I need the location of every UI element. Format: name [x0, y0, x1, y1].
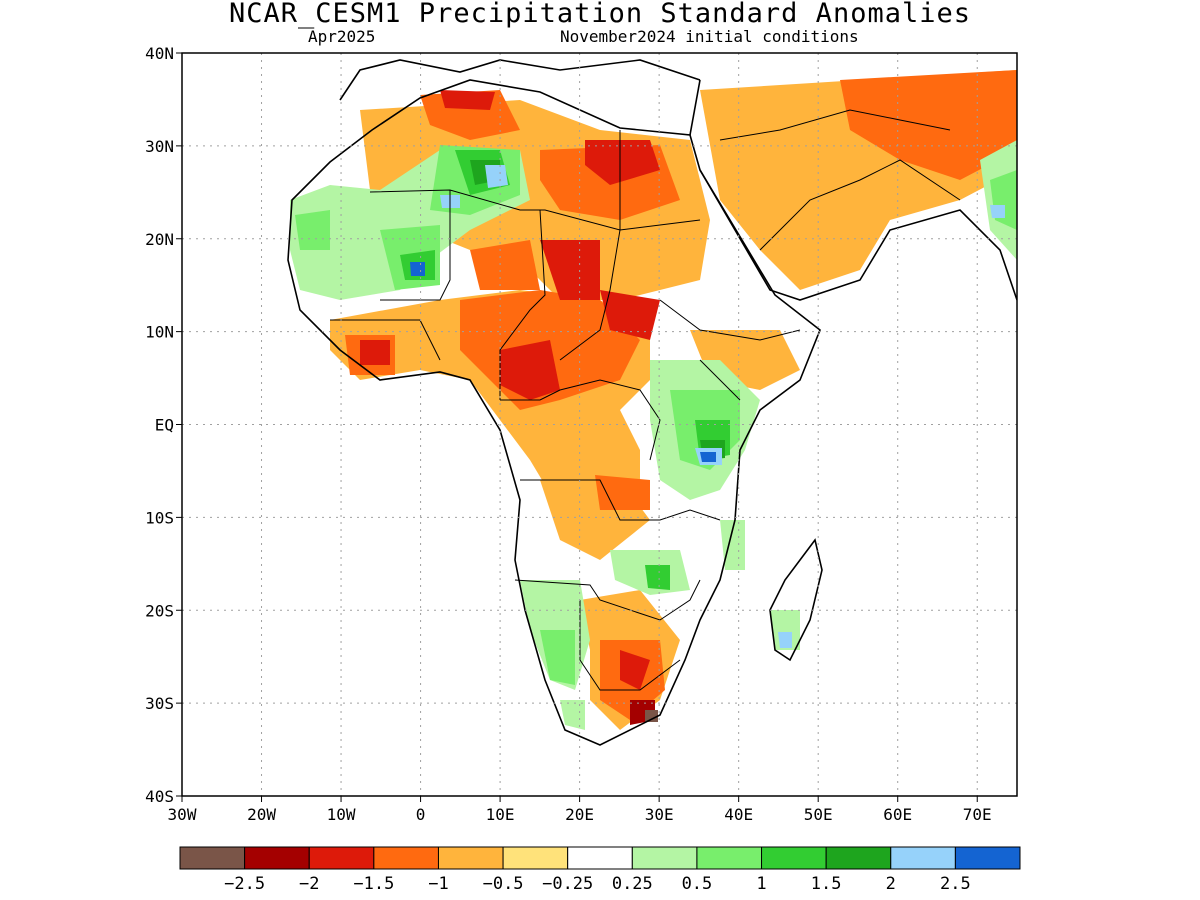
lon-tick-label: 20E	[565, 805, 594, 824]
colorbar-label: 1.5	[811, 874, 842, 894]
latitude-axis: 40N 30N 20N 10N EQ 10S 20S 30S 40S	[145, 44, 182, 806]
anomaly-colorbar: −2.5 −2 −1.5 −1 −0.5 −0.25 0.25 0.5 1 1.5 2 2.5	[179, 846, 1021, 894]
colorbar-swatch	[179, 846, 246, 870]
colorbar-swatch	[244, 846, 310, 870]
colorbar-swatch	[890, 846, 956, 870]
lat-tick-label: 40N	[145, 44, 174, 63]
lat-tick-label: 10N	[145, 323, 174, 342]
lon-tick-label: 10W	[327, 805, 356, 824]
lon-tick-label: 70E	[963, 805, 992, 824]
map-title: NCAR_CESM1 Precipitation Standard Anomal…	[229, 0, 971, 29]
colorbar-swatch	[567, 846, 633, 870]
lon-tick-label: 30W	[168, 805, 197, 824]
lat-tick-label: 30S	[145, 694, 174, 713]
lat-tick-label: 30N	[145, 137, 174, 156]
colorbar-label: 0.25	[612, 874, 653, 894]
colorbar-swatch	[696, 846, 763, 870]
lon-tick-label: 20W	[247, 805, 276, 824]
lat-tick-label: EQ	[155, 416, 174, 435]
lon-tick-label: 60E	[883, 805, 912, 824]
country-borders	[330, 109, 961, 691]
lat-tick-label: 40S	[145, 787, 174, 806]
colorbar-label: −0.25	[542, 874, 593, 894]
colorbar-label: 2.5	[940, 874, 971, 894]
colorbar-swatch	[308, 846, 375, 870]
colorbar-swatch	[954, 846, 1021, 870]
lat-tick-label: 20S	[145, 601, 174, 620]
colorbar-swatch	[825, 846, 892, 870]
colorbar-label: −2.5	[224, 874, 265, 894]
gridlines	[182, 53, 1017, 796]
colorbar-swatch	[437, 846, 504, 870]
colorbar-label: 1	[756, 874, 766, 894]
colorbar-label: 0.5	[682, 874, 713, 894]
colorbar-swatch	[761, 846, 827, 870]
lon-tick-label: 40E	[724, 805, 753, 824]
lon-tick-label: 50E	[804, 805, 833, 824]
colorbar-swatch	[631, 846, 698, 870]
colorbar-swatch	[373, 846, 439, 870]
colorbar-label: −2	[299, 874, 319, 894]
forecast-month: Apr2025	[308, 27, 376, 46]
colorbar-swatch	[502, 846, 569, 870]
colorbar-label: −0.5	[483, 874, 524, 894]
lat-tick-label: 20N	[145, 230, 174, 249]
europe-landmass	[340, 53, 1017, 135]
lon-tick-label: 0	[416, 805, 426, 824]
brown-anomaly-layer	[645, 710, 658, 722]
colorbar-label: −1.5	[353, 874, 394, 894]
colorbar-label: 2	[886, 874, 896, 894]
longitude-axis: 30W 20W 10W 0 10E 20E 30E 40E 50E 60E 70E	[168, 796, 992, 824]
initial-conditions-label: November2024 initial conditions	[560, 27, 859, 46]
very-dry-anomaly-layer	[360, 90, 660, 690]
colorbar-label: −1	[428, 874, 448, 894]
lon-tick-label: 10E	[486, 805, 515, 824]
extreme-wet-anomaly-layer	[410, 262, 716, 462]
lat-tick-label: 10S	[145, 508, 174, 527]
lon-tick-label: 30E	[645, 805, 674, 824]
